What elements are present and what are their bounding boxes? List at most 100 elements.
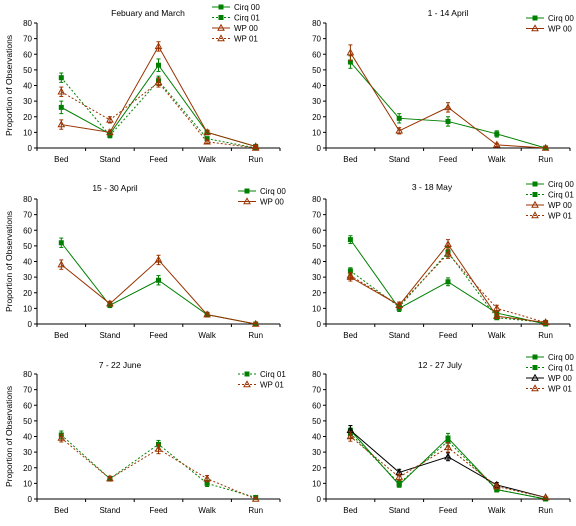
x-tick-label: Bed	[343, 155, 357, 164]
data-point	[346, 432, 355, 440]
x-tick-label: Stand	[99, 506, 120, 515]
legend-label: Cirq 01	[548, 191, 574, 200]
y-tick-label: 0	[28, 495, 33, 504]
data-point	[57, 260, 66, 268]
series-line	[350, 251, 546, 323]
chart-panel-1: 0 10 20 30 40 50 60 70 80 Bed Stand Feed Walk Run Febu…	[4, 3, 281, 164]
y-tick-label: 0	[28, 144, 33, 153]
data-point	[154, 78, 163, 86]
x-tick-label: Walk	[488, 506, 506, 515]
series-line	[60, 259, 256, 325]
legend-label: Cirq 00	[548, 180, 574, 189]
legend-marker	[532, 181, 538, 187]
y-tick-label: 0	[317, 144, 322, 153]
series-cirq-00	[347, 55, 549, 151]
y-tick-label: 70	[23, 35, 32, 44]
legend-label: WP 00	[234, 24, 258, 33]
y-axis-label: Proportion of Observations	[4, 211, 14, 312]
x-tick-label: Stand	[389, 155, 410, 164]
y-tick-label: 60	[23, 50, 32, 59]
y-tick-label: 70	[312, 386, 321, 395]
data-point	[57, 87, 66, 95]
data-point	[251, 319, 260, 327]
data-point	[106, 474, 114, 482]
y-tick-label: 10	[312, 304, 321, 313]
legend-marker	[531, 24, 539, 32]
x-tick-label: Run	[538, 506, 553, 515]
legend-label: Cirq 01	[234, 14, 260, 23]
data-point	[444, 240, 452, 248]
x-tick-label: Run	[248, 506, 263, 515]
chart-panel-5: 0 10 20 30 40 50 60 70 80 Bed Stand Feed Walk Run 7 - …	[4, 360, 286, 515]
legend-label: WP 00	[548, 374, 572, 383]
data-point	[541, 493, 550, 501]
y-tick-label: 80	[23, 370, 32, 379]
x-tick-label: Run	[538, 331, 553, 340]
data-point	[203, 128, 211, 136]
x-tick-label: Stand	[389, 506, 410, 515]
data-point	[395, 472, 404, 480]
y-tick-label: 40	[23, 433, 32, 442]
x-tick-label: Run	[248, 331, 263, 340]
legend-marker	[532, 15, 538, 21]
data-point	[106, 299, 114, 307]
y-tick-label: 50	[23, 242, 32, 251]
legend-label: WP 01	[234, 35, 258, 44]
data-point	[251, 494, 260, 502]
x-tick-label: Stand	[99, 331, 120, 340]
x-tick-label: Feed	[149, 331, 167, 340]
data-point	[444, 443, 452, 451]
data-point	[444, 249, 452, 257]
data-point	[347, 268, 353, 274]
y-tick-label: 70	[23, 211, 32, 220]
legend-marker	[218, 15, 224, 20]
y-tick-label: 10	[312, 479, 321, 488]
legend-marker	[531, 373, 539, 381]
legend-marker	[532, 192, 538, 197]
x-tick-label: Bed	[54, 331, 68, 340]
x-tick-label: Feed	[439, 155, 457, 164]
data-point	[541, 318, 550, 326]
data-point	[57, 120, 66, 128]
legend-marker	[532, 354, 538, 360]
data-point	[395, 126, 404, 134]
x-tick-label: Run	[538, 155, 553, 164]
data-point	[106, 128, 114, 136]
chart-panel-2: 0 10 20 30 40 50 60 70 80 Bed Stand Feed Walk Run 1 - …	[312, 8, 574, 164]
chart-title: 7 - 22 June	[99, 360, 142, 370]
x-tick-label: Feed	[439, 331, 457, 340]
legend-label: Cirq 00	[234, 3, 260, 12]
series-wp-01	[57, 77, 260, 151]
data-point	[492, 304, 501, 312]
legend-label: WP 01	[548, 212, 572, 221]
y-tick-label: 10	[312, 128, 321, 137]
series-cirq-01	[58, 430, 259, 500]
y-tick-label: 20	[312, 464, 321, 473]
data-point	[541, 143, 550, 151]
data-point	[346, 271, 355, 279]
data-point	[57, 433, 66, 441]
x-tick-label: Stand	[99, 155, 120, 164]
data-point	[492, 311, 501, 319]
legend-label: WP 00	[260, 198, 284, 207]
x-tick-label: Feed	[439, 506, 457, 515]
data-point	[395, 301, 404, 308]
data-point	[203, 474, 211, 482]
y-tick-label: 70	[23, 386, 32, 395]
chart-panel-6: 0 10 20 30 40 50 60 70 80 Bed Stand Feed Walk Run 12 -…	[312, 353, 574, 515]
y-tick-label: 40	[23, 82, 32, 91]
data-point	[203, 310, 211, 318]
data-point	[58, 240, 64, 246]
legend-label: Cirq 01	[548, 364, 574, 373]
y-tick-label: 10	[23, 479, 32, 488]
y-tick-label: 60	[312, 226, 321, 235]
data-point	[445, 438, 451, 444]
series-cirq-00	[58, 58, 259, 149]
y-tick-label: 70	[312, 35, 321, 44]
data-point	[347, 237, 353, 243]
data-point	[396, 115, 402, 121]
x-tick-label: Bed	[343, 506, 357, 515]
x-tick-label: Feed	[149, 155, 167, 164]
data-point	[445, 118, 451, 124]
